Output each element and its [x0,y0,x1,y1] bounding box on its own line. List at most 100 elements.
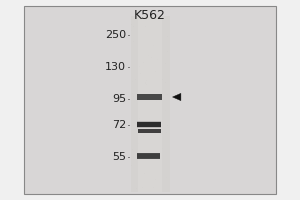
Bar [149,121,150,122]
Bar [150,110,151,111]
Bar [131,24,132,25]
Bar [142,176,143,177]
Bar [154,128,155,129]
Bar [138,16,162,192]
Bar [135,134,136,135]
Text: 95: 95 [112,94,126,104]
Bar [135,106,136,107]
Bar [154,130,155,131]
Bar [146,163,147,164]
Bar [166,177,167,178]
Bar [138,143,139,144]
Bar [151,118,152,119]
Bar [131,165,132,166]
Bar [166,132,167,133]
Bar [134,159,135,160]
Bar [161,54,162,55]
Bar [163,111,164,112]
Bar [132,89,133,90]
Bar [130,16,170,192]
Bar [158,156,159,157]
Bar [154,19,155,20]
Bar [153,62,154,63]
Bar [131,30,132,31]
Bar [24,6,276,194]
Bar [137,94,162,100]
Bar [137,122,161,127]
Bar [155,179,156,180]
Bar [163,130,164,131]
Bar [131,90,132,91]
Bar [162,148,163,149]
Bar [153,45,154,46]
Bar [143,62,144,63]
Bar [165,134,166,135]
Bar [131,173,132,174]
Bar [133,26,134,27]
Bar [135,79,136,80]
Bar [138,129,161,133]
Bar [163,156,164,157]
Bar [148,21,149,22]
Bar [144,173,145,174]
Bar [132,149,133,150]
Bar [142,91,143,92]
Bar [137,153,160,159]
Bar [165,63,166,64]
Bar [133,144,134,145]
Bar [162,79,163,80]
Text: K562: K562 [134,9,166,22]
Bar [160,51,161,52]
Bar [135,112,136,113]
Bar [137,94,162,100]
Bar [148,55,149,56]
Bar [134,46,135,47]
Bar [134,166,135,167]
Text: 250: 250 [105,30,126,40]
Bar [151,184,152,185]
Bar [137,154,160,158]
Polygon shape [172,93,181,101]
Bar [168,92,169,93]
Bar [151,57,152,58]
Bar [168,127,169,128]
Bar [137,121,161,128]
Bar [137,144,138,145]
Bar [141,150,142,151]
Bar [137,94,162,100]
Text: 72: 72 [112,120,126,130]
Bar [131,111,132,112]
Bar [166,82,167,83]
Bar [156,154,157,155]
Bar [168,149,169,150]
Bar [142,101,143,102]
Bar [157,163,158,164]
Bar [145,26,146,27]
Bar [167,51,168,52]
Bar [136,107,137,108]
Bar [160,160,161,161]
Bar [133,19,134,20]
Bar [155,151,156,152]
Bar [132,81,133,82]
Bar [167,36,168,37]
Bar [142,136,143,137]
Bar [145,82,146,83]
Text: 55: 55 [112,152,126,162]
Bar [145,83,146,84]
Bar [165,82,166,83]
Bar [138,181,139,182]
Bar [137,122,161,127]
Bar [157,59,158,60]
Bar [160,155,161,156]
Text: 130: 130 [105,62,126,72]
Bar [138,129,161,133]
Bar [134,73,135,74]
Bar [146,84,147,85]
Bar [156,93,157,94]
Bar [138,129,161,133]
Bar [141,77,142,78]
Bar [148,140,149,141]
Bar [167,94,168,95]
Bar [140,73,141,74]
